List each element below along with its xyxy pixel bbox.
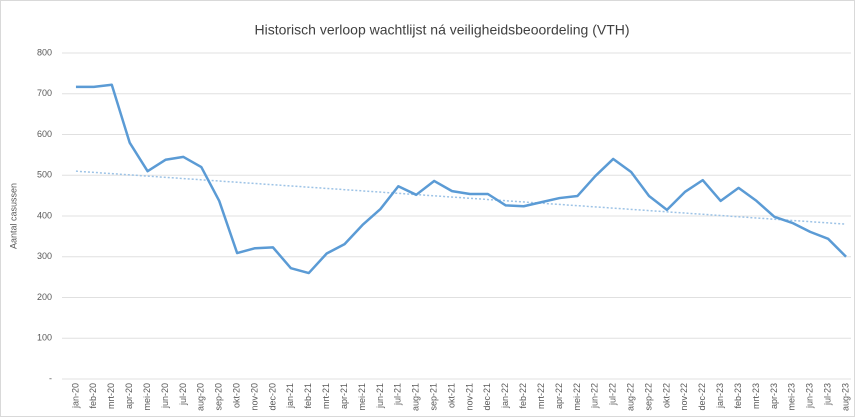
x-tick-label: jan-23 bbox=[715, 383, 725, 409]
x-tick-label: mei-23 bbox=[787, 383, 797, 411]
y-tick-label: 200 bbox=[37, 292, 52, 302]
x-tick-label: apr-22 bbox=[554, 383, 564, 409]
x-tick-label: nov-22 bbox=[679, 383, 689, 411]
x-tick-label: mei-20 bbox=[142, 383, 152, 411]
y-tick-label: 800 bbox=[37, 47, 52, 57]
x-tick-label: aug-22 bbox=[626, 383, 636, 411]
x-tick-label: jun-23 bbox=[805, 383, 815, 409]
trendline bbox=[75, 170, 847, 225]
x-tick-label: jul-22 bbox=[608, 383, 618, 406]
x-tick-label: okt-20 bbox=[232, 383, 242, 408]
x-tick-label: jun-22 bbox=[590, 383, 600, 409]
y-tick-label: - bbox=[49, 373, 52, 383]
x-tick-label: aug-23 bbox=[840, 383, 850, 411]
x-tick-label: jun-20 bbox=[160, 383, 170, 409]
x-tick-label: jul-23 bbox=[823, 383, 833, 406]
x-tick-label: jan-21 bbox=[285, 383, 295, 409]
x-tick-label: mrt-22 bbox=[536, 383, 546, 409]
x-tick-label: feb-21 bbox=[303, 383, 313, 409]
x-tick-label: apr-21 bbox=[339, 383, 349, 409]
x-tick-label: feb-22 bbox=[518, 383, 528, 409]
x-tick-label: aug-21 bbox=[411, 383, 421, 411]
chart-title: Historisch verloop wachtlijst ná veiligh… bbox=[254, 22, 629, 38]
x-tick-label: nov-20 bbox=[249, 383, 259, 411]
x-tick-label: feb-20 bbox=[88, 383, 98, 409]
x-tick-label: apr-20 bbox=[124, 383, 134, 409]
y-tick-label: 500 bbox=[37, 170, 52, 180]
x-tick-label: jun-21 bbox=[375, 383, 385, 409]
x-tick-label: apr-23 bbox=[769, 383, 779, 409]
x-tick-label: dec-21 bbox=[482, 383, 492, 411]
y-tick-label: 300 bbox=[37, 251, 52, 261]
x-tick-label: dec-20 bbox=[267, 383, 277, 411]
y-tick-label: 100 bbox=[37, 333, 52, 343]
x-tick-label: sep-21 bbox=[429, 383, 439, 411]
x-tick-label: jul-21 bbox=[393, 383, 403, 406]
x-tick-label: okt-21 bbox=[446, 383, 456, 408]
x-tick-label: mrt-23 bbox=[751, 383, 761, 409]
x-tick-label: mei-21 bbox=[357, 383, 367, 411]
x-tick-label: jul-20 bbox=[178, 383, 188, 406]
x-tick-label: dec-22 bbox=[697, 383, 707, 411]
x-tick-label: sep-20 bbox=[214, 383, 224, 411]
x-tick-label: mrt-21 bbox=[321, 383, 331, 409]
x-tick-label: nov-21 bbox=[464, 383, 474, 411]
x-tick-label: feb-23 bbox=[733, 383, 743, 409]
x-tick-label: mrt-20 bbox=[106, 383, 116, 409]
x-tick-label: okt-22 bbox=[661, 383, 671, 408]
x-tick-label: jan-22 bbox=[500, 383, 510, 409]
y-axis-label: Aantal casussen bbox=[8, 183, 18, 249]
y-tick-label: 400 bbox=[37, 210, 52, 220]
y-tick-label: 600 bbox=[37, 129, 52, 139]
x-tick-label: aug-20 bbox=[196, 383, 206, 411]
x-tick-label: mei-22 bbox=[572, 383, 582, 411]
y-tick-label: 700 bbox=[37, 88, 52, 98]
x-tick-label: sep-22 bbox=[643, 383, 653, 411]
x-tick-label: jan-20 bbox=[70, 383, 80, 409]
series-line bbox=[75, 83, 847, 275]
